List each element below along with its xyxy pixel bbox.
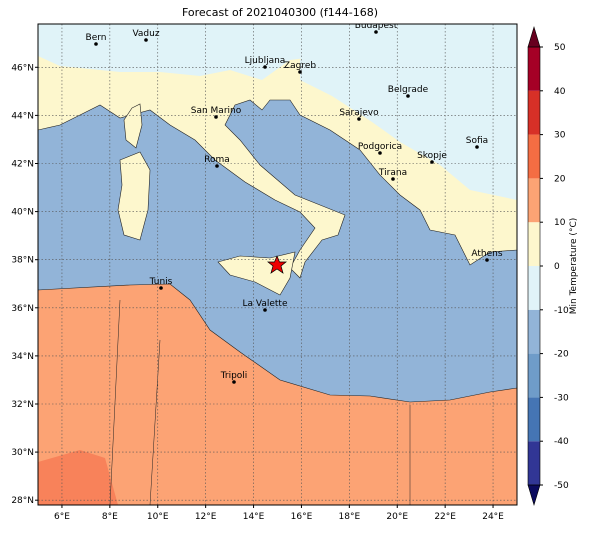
y-tick-label: 34°N: [11, 352, 34, 362]
city-dot: [159, 286, 163, 290]
city-dot: [391, 177, 395, 181]
colorbar-tick-label: 40: [554, 87, 566, 97]
city-dot: [215, 164, 219, 168]
x-tick-label: 10°E: [147, 512, 169, 522]
y-tick-label: 28°N: [11, 496, 34, 506]
city-label: Podgorica: [358, 142, 402, 152]
city-dot: [378, 151, 382, 155]
city-label: Tripoli: [220, 371, 248, 381]
y-tick-label: 38°N: [11, 256, 34, 266]
y-tick-label: 40°N: [11, 208, 34, 218]
colorbar-extend-bottom: [527, 484, 541, 507]
city-dot: [430, 160, 434, 164]
x-tick-label: 14°E: [243, 512, 265, 522]
x-tick-label: 22°E: [434, 512, 456, 522]
y-tick-label: 44°N: [11, 111, 34, 121]
colorbar-band: [528, 222, 540, 266]
colorbar-tick-label: 20: [554, 174, 566, 184]
city-label: Sofia: [466, 136, 488, 146]
city-dot: [475, 145, 479, 149]
sardinia: [117, 151, 151, 241]
colorbar-band: [528, 397, 540, 442]
city-dot: [263, 308, 267, 312]
city-label: La Valette: [243, 299, 288, 309]
city-label: Belgrade: [388, 85, 429, 95]
city-label: Sarajevo: [339, 108, 379, 118]
y-tick-label: 36°N: [11, 304, 34, 314]
city-label: Roma: [204, 155, 230, 165]
city-label: Zagreb: [284, 61, 316, 71]
balkans-cold: [300, 24, 517, 200]
colorbar-band: [528, 441, 540, 485]
colorbar-band: [528, 134, 540, 179]
colorbar-band: [528, 353, 540, 398]
corsica: [123, 103, 143, 149]
x-tick-label: 6°E: [54, 512, 70, 522]
city-label: Tirana: [378, 168, 407, 178]
colorbar-tick-label: 10: [554, 218, 566, 228]
event-star: [267, 255, 287, 274]
city-dot: [214, 115, 218, 119]
x-tick-label: 18°E: [339, 512, 361, 522]
city-dot: [374, 30, 378, 34]
y-tick-label: 30°N: [11, 448, 34, 458]
colorbar-tick-label: -20: [554, 350, 569, 360]
colorbar-tick-label: 50: [554, 43, 566, 53]
colorbar-label: Min Temperature (°C): [569, 218, 579, 315]
city-dot: [232, 380, 236, 384]
x-tick-label: 24°E: [482, 512, 504, 522]
colorbar-band: [528, 309, 540, 354]
city-dot: [406, 94, 410, 98]
africa-warm: [38, 450, 118, 505]
city-label: Skopje: [417, 151, 447, 161]
city-label: Bern: [86, 33, 107, 43]
x-tick-label: 20°E: [386, 512, 408, 522]
x-tick-label: 16°E: [291, 512, 313, 522]
colorbar-tick-label: -10: [554, 306, 569, 316]
city-label: Vaduz: [132, 29, 159, 39]
city-label: Tunis: [149, 277, 173, 287]
alps-cold: [38, 24, 330, 80]
city-label: San Marino: [191, 106, 242, 116]
colorbar-tick-label: -40: [554, 437, 569, 447]
city-dot: [94, 42, 98, 46]
colorbar-extend-top: [527, 25, 541, 48]
title: Forecast of 2021040300 (f144-168): [182, 6, 378, 19]
x-tick-label: 8°E: [102, 512, 118, 522]
city-dot: [485, 258, 489, 262]
city-dot: [298, 70, 302, 74]
map-frame: [37, 23, 518, 506]
city-label: Ljubljana: [245, 56, 286, 66]
city-dot: [263, 65, 267, 69]
city-dot: [144, 38, 148, 42]
y-tick-label: 46°N: [11, 63, 34, 73]
city-label: Budapest: [355, 21, 398, 31]
colorbar-band: [528, 90, 540, 135]
colorbar-tick-label: -50: [554, 481, 569, 491]
x-tick-label: 12°E: [195, 512, 217, 522]
y-tick-label: 32°N: [11, 400, 34, 410]
city-label: Athens: [471, 249, 502, 259]
city-dot: [357, 117, 361, 121]
colorbar-tick-label: -30: [554, 393, 569, 403]
y-tick-label: 42°N: [11, 159, 34, 169]
colorbar-tick-label: 0: [554, 262, 560, 272]
colorbar-band: [528, 47, 540, 91]
colorbar-band: [528, 178, 540, 223]
colorbar-band: [528, 266, 540, 310]
colorbar-tick-label: 30: [554, 131, 566, 141]
